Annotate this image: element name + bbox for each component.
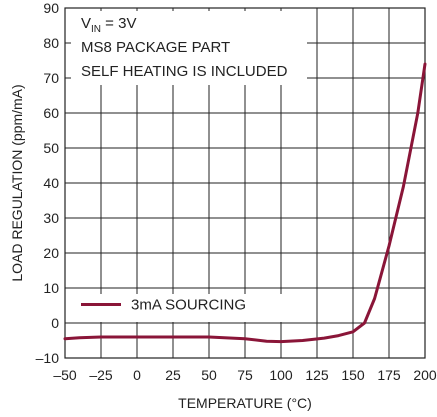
annotation-vin: VIN = 3V [81,15,136,35]
x-tick-label: 75 [237,367,253,383]
y-tick-label: 10 [43,280,59,296]
x-tick-label: 100 [269,367,293,383]
x-tick-label: 175 [377,367,401,383]
x-tick-label: 50 [201,367,217,383]
y-tick-label: 30 [43,210,59,226]
y-tick-label: 20 [43,245,59,261]
legend: 3mA SOURCING [73,294,283,322]
y-tick-label: 0 [51,315,59,331]
legend-background [73,294,283,322]
x-tick-label: 125 [305,367,329,383]
annotation-self-heating: SELF HEATING IS INCLUDED [81,63,288,80]
series-line-3ma-sourcing [63,62,427,344]
annotation-background [71,11,307,85]
plot-frame [64,7,426,359]
x-tick-label: 200 [413,367,437,383]
annotation-vin-prefix: V [81,15,91,32]
y-axis-label: LOAD REGULATION (ppm/mA) [9,84,25,281]
x-tick-label: 0 [133,367,141,383]
x-axis-ticks: –50 –25 0 25 50 75 100 125 150 175 200 [53,367,437,383]
annotation-package: MS8 PACKAGE PART [81,39,230,56]
x-tick-label: –25 [89,367,113,383]
legend-label: 3mA SOURCING [131,297,246,314]
y-tick-label: –10 [36,350,60,366]
x-axis-label: TEMPERATURE (°C) [178,395,312,411]
y-tick-label: 80 [43,35,59,51]
annotation-vin-subscript: IN [91,24,101,35]
y-axis-ticks: –10 0 10 20 30 40 50 60 70 80 90 [36,0,60,366]
annotation-box: VIN = 3V MS8 PACKAGE PART SELF HEATING I… [71,11,307,85]
y-tick-label: 40 [43,175,59,191]
y-tick-label: 60 [43,105,59,121]
x-tick-label: –50 [53,367,77,383]
x-tick-label: 25 [165,367,181,383]
annotation-vin-suffix: = 3V [101,15,136,32]
y-tick-label: 50 [43,140,59,156]
x-tick-label: 150 [341,367,365,383]
y-tick-label: 90 [43,0,59,16]
y-tick-label: 70 [43,70,59,86]
